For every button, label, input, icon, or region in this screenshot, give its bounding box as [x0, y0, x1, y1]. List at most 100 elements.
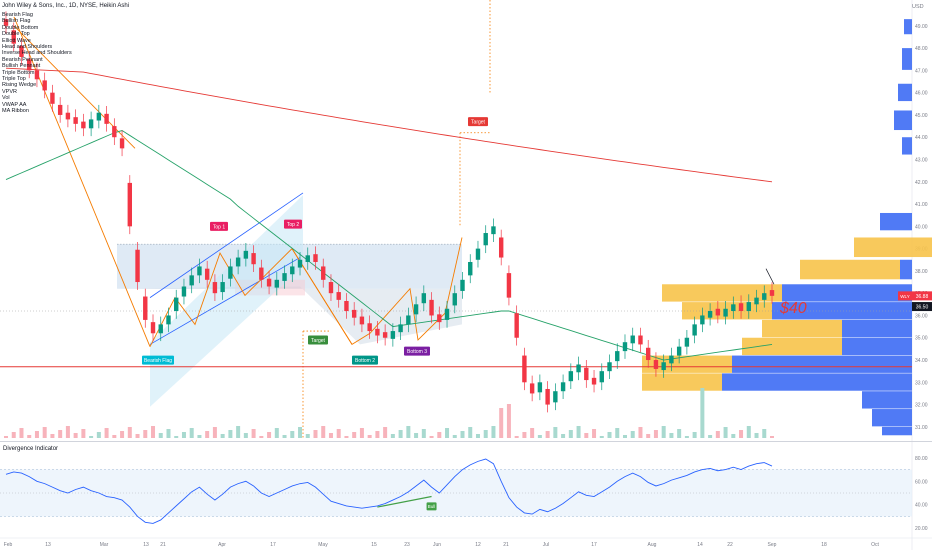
time-tick-label: Jun	[433, 542, 441, 548]
volume-profile-bar	[900, 259, 912, 280]
volume-bar	[166, 429, 171, 438]
candle	[282, 273, 287, 281]
candle	[127, 182, 132, 227]
volume-bar	[770, 436, 774, 438]
second-price-tag: 36.50	[916, 305, 929, 311]
volume-bar	[143, 430, 148, 438]
candle	[522, 355, 527, 383]
bottom2-label: Bottom 2	[355, 358, 375, 364]
candle	[398, 324, 403, 333]
candle	[328, 282, 334, 294]
candle	[344, 300, 349, 312]
volume-bar	[452, 435, 457, 438]
candle	[112, 126, 117, 138]
candle	[630, 335, 635, 344]
volume-bar	[491, 426, 496, 438]
price-tick-label: 43.00	[915, 158, 928, 164]
volume-bar	[328, 433, 333, 438]
candle	[475, 248, 481, 260]
volume-bar	[27, 435, 32, 438]
legend-item[interactable]: Bullish Flag	[2, 18, 31, 25]
candle	[259, 267, 264, 280]
volume-profile-bar	[898, 83, 912, 102]
candle	[73, 117, 78, 124]
candles	[3, 11, 775, 413]
time-tick-label: Mar	[100, 542, 109, 548]
price-axis-bg	[912, 0, 932, 550]
volume-bar	[638, 427, 643, 438]
candle	[174, 297, 179, 312]
price-tick-label: 42.00	[915, 180, 928, 186]
price-tick-label: 44.00	[915, 135, 928, 141]
legend-item[interactable]: Head and Shoulders	[2, 44, 53, 51]
volume-bar	[298, 427, 303, 438]
volume-bar	[475, 434, 480, 438]
volume-profile	[642, 19, 932, 436]
candle	[638, 335, 643, 345]
legend-item[interactable]: MA Ribbon	[2, 108, 29, 115]
price-tick-label: 35.00	[915, 336, 928, 342]
time-tick-label: 21	[503, 542, 509, 548]
legend-item[interactable]: Triple Top	[2, 76, 26, 83]
legend-item[interactable]: Vol	[2, 95, 10, 102]
legend-item[interactable]: Bearish Pennant	[2, 56, 43, 63]
candle	[313, 254, 318, 262]
top2-label: Top 2	[287, 222, 299, 228]
volume-bar	[104, 428, 109, 438]
candle	[351, 309, 357, 318]
candle	[676, 346, 682, 356]
candle	[290, 266, 295, 275]
candle	[119, 138, 125, 149]
time-tick-label: 12	[475, 542, 481, 548]
volume-bar	[212, 427, 217, 438]
volume-bar	[669, 433, 674, 438]
volume-bar	[73, 433, 78, 438]
volume-bar	[592, 429, 597, 438]
pane-divider[interactable]	[0, 441, 932, 442]
legend-item[interactable]: Rising Wedge	[2, 82, 37, 89]
time-tick-label: 13	[143, 542, 149, 548]
legend-item[interactable]: Double Top	[2, 31, 30, 38]
candle	[305, 255, 310, 262]
legend-item[interactable]: VWAP AA	[2, 101, 27, 108]
volume-bar	[406, 426, 411, 438]
volume-bar	[723, 427, 728, 438]
volume-bar	[151, 426, 156, 438]
candle	[274, 279, 280, 288]
legend-item[interactable]: Bearish Flag	[2, 12, 33, 18]
volume-bar	[313, 430, 318, 438]
candle	[646, 347, 651, 361]
target-label: Target	[471, 120, 486, 126]
legend-item[interactable]: Inverse Head and Shoulders	[2, 50, 72, 57]
legend-item[interactable]: VPVR	[2, 88, 17, 95]
legend-item[interactable]: Elliott Wave	[2, 37, 31, 44]
volume-bar	[607, 432, 612, 438]
volume-bar	[522, 432, 527, 438]
time-tick-label: Apr	[218, 542, 226, 548]
candle	[406, 315, 411, 325]
candle	[375, 328, 380, 336]
volume-profile-bar	[642, 373, 722, 391]
legend-item[interactable]: Triple Bottom	[2, 69, 35, 76]
legend-item[interactable]: Double Bottom	[2, 24, 39, 31]
volume-bar	[553, 427, 558, 438]
candle	[498, 237, 504, 258]
volume-profile-bar	[842, 319, 912, 338]
volume-profile-bar	[782, 284, 912, 302]
volume-profile-bar	[894, 110, 912, 131]
volume-bar	[390, 434, 395, 438]
price-tick-label: 40.00	[915, 224, 928, 230]
volume-bar	[715, 431, 720, 438]
candle	[189, 275, 194, 286]
candle	[491, 226, 496, 235]
time-tick-label: May	[318, 542, 328, 548]
candle	[584, 367, 589, 381]
price-tick-label: 36.00	[915, 313, 928, 319]
candle	[266, 278, 272, 287]
volume-bar	[274, 428, 279, 438]
bottom3-label-bg	[404, 346, 430, 356]
volume-bar	[174, 436, 179, 438]
legend-item[interactable]: Bullish Pennant	[2, 63, 41, 70]
volume-bar	[81, 429, 86, 438]
